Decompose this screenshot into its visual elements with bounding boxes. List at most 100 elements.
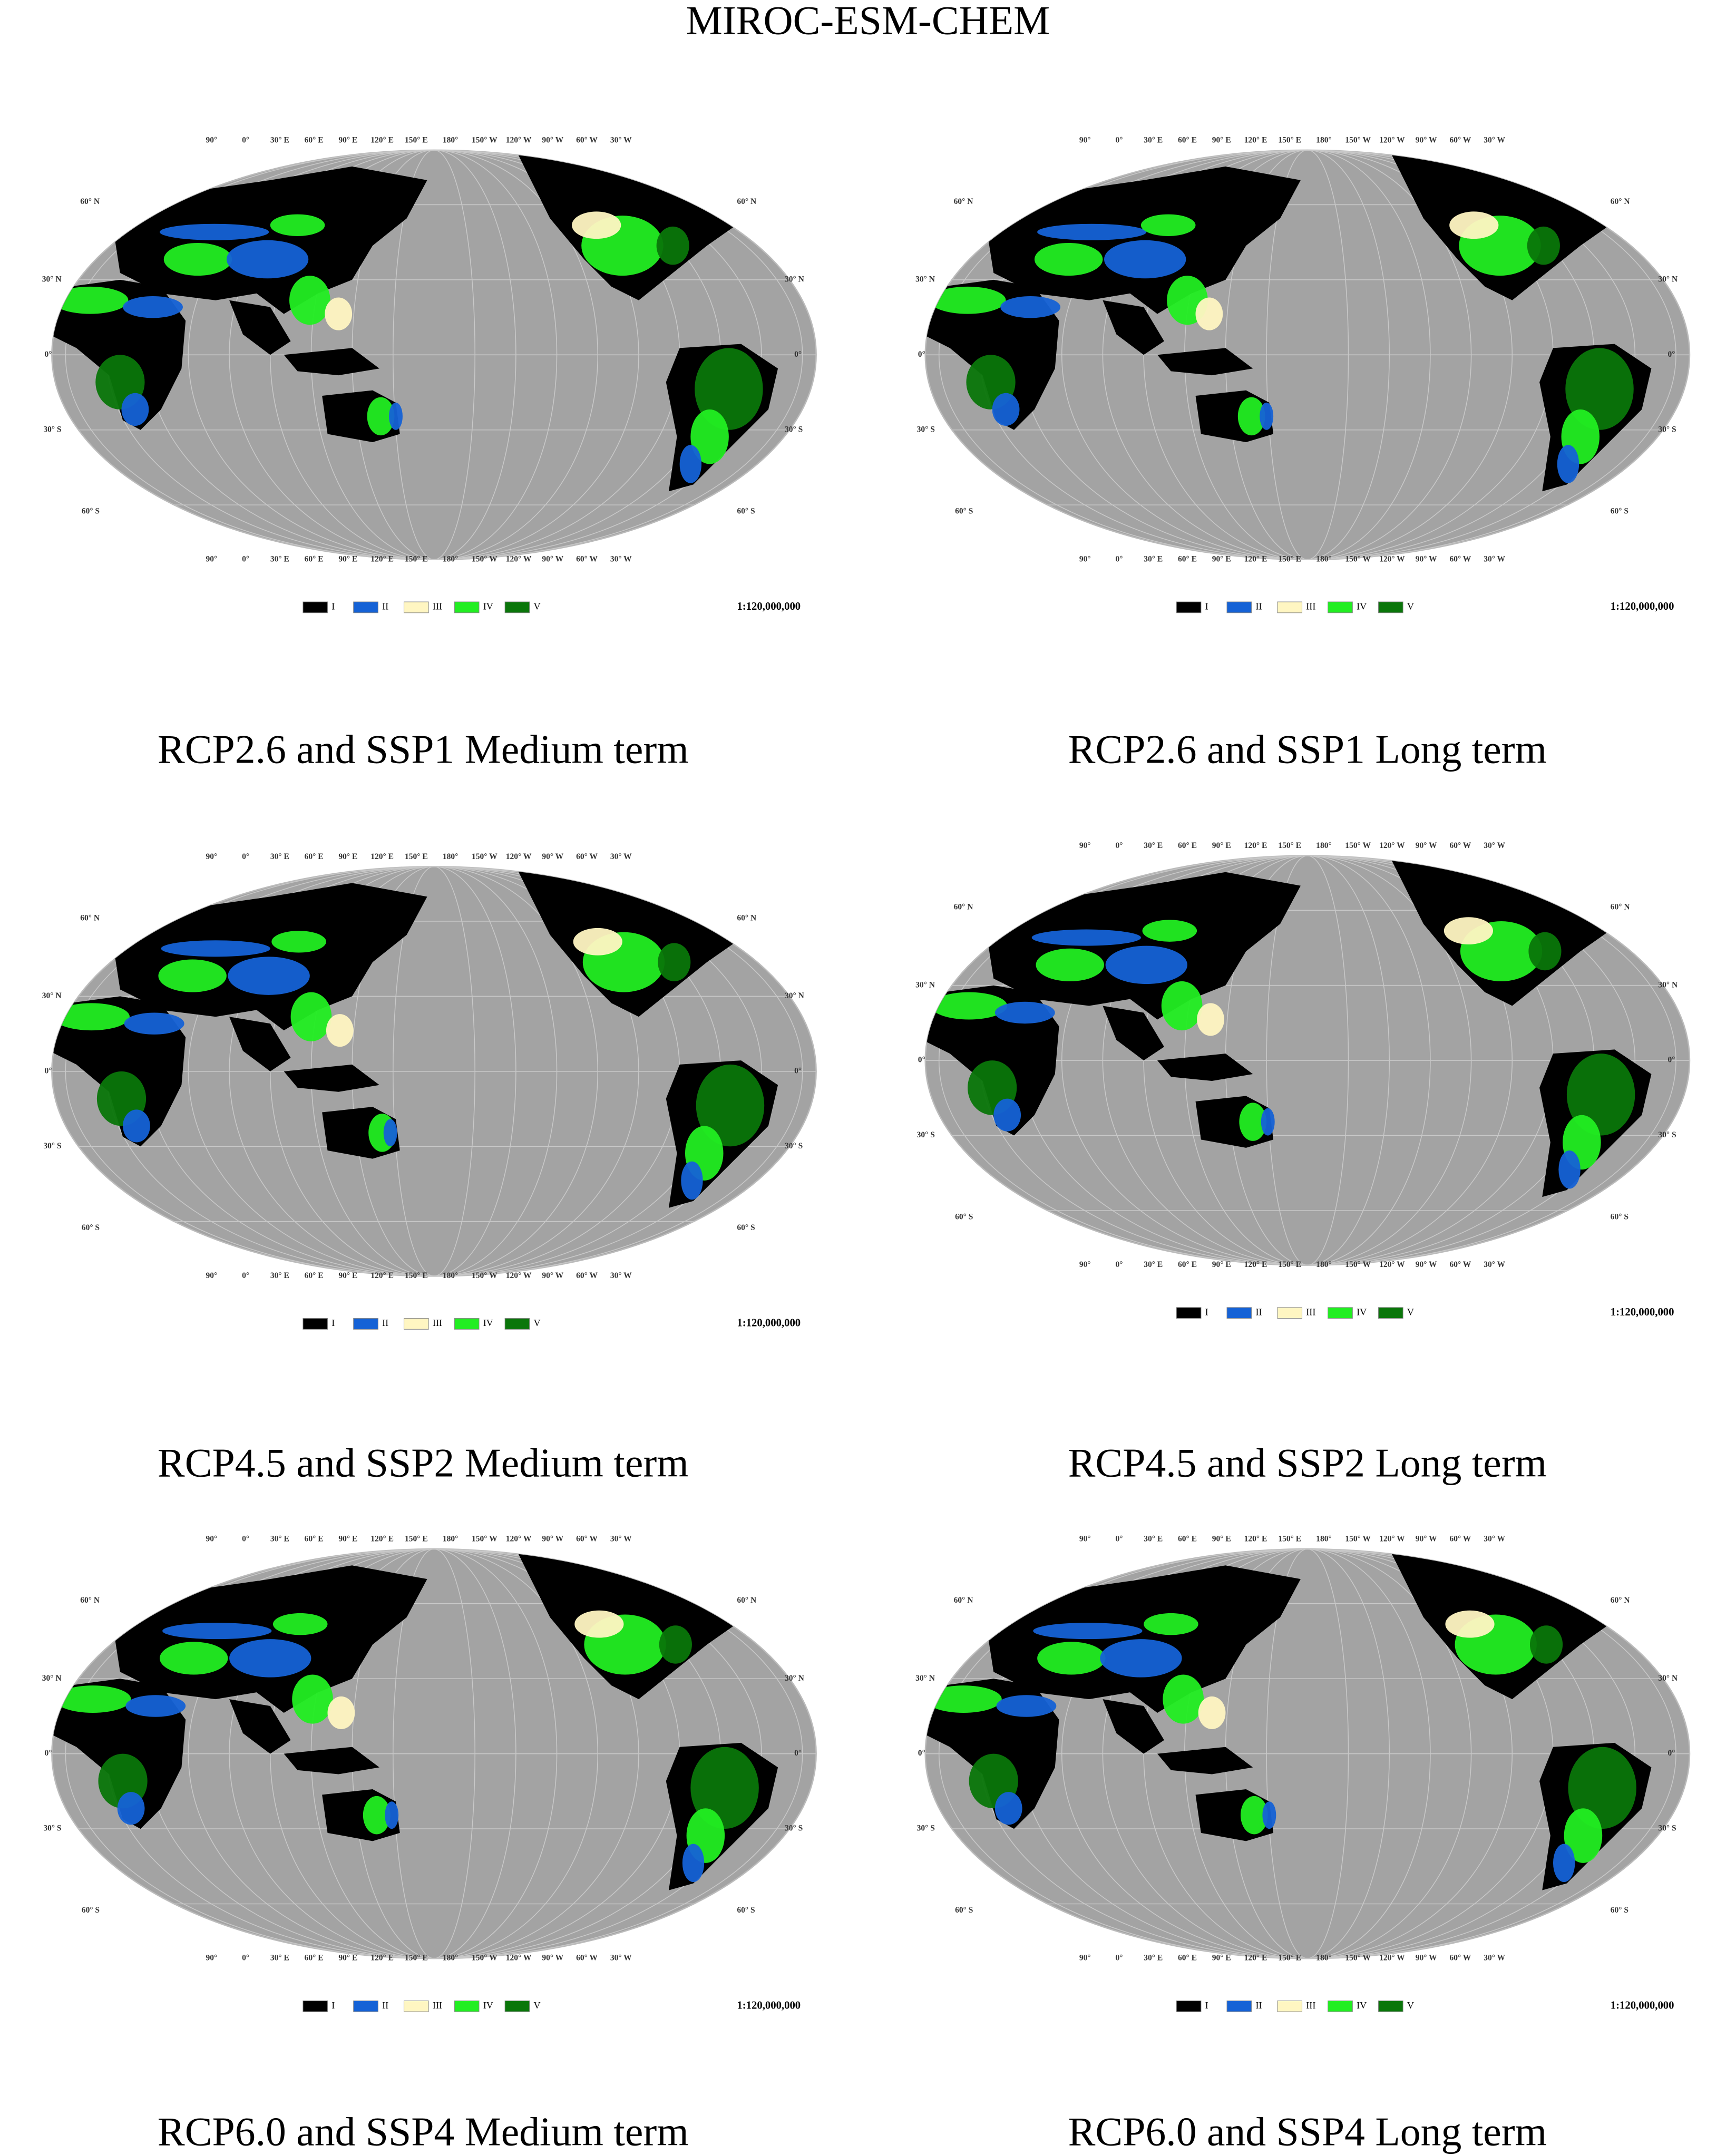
suitability-patch bbox=[1528, 932, 1562, 971]
legend-label: IV bbox=[483, 1318, 493, 1328]
longitude-label: 180° bbox=[1316, 135, 1331, 144]
longitude-label: 30° E bbox=[1144, 1954, 1163, 1963]
legend-swatch bbox=[454, 2000, 480, 2012]
legend-label: III bbox=[1306, 2000, 1315, 2011]
suitability-patch bbox=[117, 1792, 145, 1825]
land bbox=[1103, 1006, 1164, 1061]
longitude-label: 30° E bbox=[270, 554, 289, 563]
latitude-label: 0° bbox=[918, 350, 925, 359]
suitability-patch bbox=[158, 959, 227, 992]
legend-swatch bbox=[303, 601, 328, 613]
legend-swatch bbox=[404, 601, 429, 613]
suitability-patch bbox=[125, 1695, 186, 1717]
legend-label: II bbox=[382, 1318, 388, 1328]
suitability-patch bbox=[993, 1098, 1021, 1132]
suitability-patch bbox=[325, 297, 353, 330]
legend-swatch bbox=[454, 601, 480, 613]
suitability-patch bbox=[572, 211, 621, 239]
longitude-label: 180° bbox=[443, 852, 458, 861]
longitude-label: 150° W bbox=[472, 1271, 498, 1280]
latitude-label: 60° N bbox=[80, 913, 100, 922]
longitude-label: 0° bbox=[1116, 554, 1123, 563]
legend-swatch bbox=[1176, 601, 1202, 613]
land bbox=[1157, 1054, 1253, 1081]
legend-label: V bbox=[534, 601, 541, 612]
longitude-label: 60° E bbox=[305, 135, 324, 144]
longitude-label: 150° E bbox=[405, 135, 428, 144]
suitability-patch bbox=[52, 286, 129, 314]
legend-swatch bbox=[1176, 1307, 1202, 1319]
suitability-patch bbox=[228, 957, 310, 995]
longitude-label: 90° bbox=[1079, 1535, 1091, 1544]
panel-caption: RCP4.5 and SSP2 Long term bbox=[1068, 1440, 1547, 1486]
suitability-patch bbox=[162, 1623, 272, 1640]
longitude-label: 90° W bbox=[542, 1535, 563, 1544]
latitude-label: 0° bbox=[44, 1066, 52, 1075]
map-scale: 1:120,000,000 bbox=[1611, 2000, 1674, 2011]
suitability-patch bbox=[54, 1685, 131, 1713]
longitude-label: 90° E bbox=[1212, 1535, 1231, 1544]
suitability-patch bbox=[925, 1685, 1002, 1713]
legend-label: V bbox=[1407, 1306, 1414, 1317]
suitability-patch bbox=[226, 240, 309, 279]
longitude-label: 180° bbox=[443, 1271, 458, 1280]
legend-label: I bbox=[1205, 601, 1208, 612]
suitability-patch bbox=[659, 1625, 692, 1664]
suitability-patch bbox=[1161, 981, 1203, 1031]
longitude-label: 0° bbox=[1116, 1535, 1123, 1544]
legend-swatch bbox=[353, 1318, 378, 1330]
longitude-label: 90° E bbox=[1212, 135, 1231, 144]
suitability-patch bbox=[929, 286, 1006, 314]
legend-label: IV bbox=[1357, 601, 1367, 612]
suitability-patch bbox=[385, 1801, 399, 1829]
latitude-label: 30° N bbox=[915, 275, 935, 284]
figure-title: MIROC-ESM-CHEM bbox=[686, 0, 1050, 43]
legend-label: III bbox=[433, 1318, 442, 1328]
longitude-label: 90° bbox=[1079, 1954, 1091, 1963]
longitude-label: 60° E bbox=[305, 1271, 324, 1280]
longitude-label: 30° W bbox=[1484, 841, 1505, 850]
latitude-label: 30° S bbox=[785, 425, 803, 434]
suitability-patch bbox=[124, 1012, 184, 1035]
suitability-patch bbox=[1033, 1623, 1143, 1640]
land bbox=[1103, 1699, 1164, 1754]
longitude-label: 30° W bbox=[1484, 554, 1505, 563]
suitability-patch bbox=[367, 397, 395, 436]
map-scale: 1:120,000,000 bbox=[737, 1318, 801, 1329]
longitude-label: 60° W bbox=[576, 135, 598, 144]
latitude-label: 60° N bbox=[954, 903, 973, 912]
longitude-label: 120° E bbox=[370, 1954, 394, 1963]
longitude-label: 120° W bbox=[1379, 1260, 1405, 1269]
longitude-label: 60° W bbox=[1449, 1535, 1471, 1544]
latitude-label: 60° N bbox=[80, 1596, 100, 1605]
latitude-label: 0° bbox=[918, 1056, 925, 1065]
longitude-label: 150° E bbox=[1278, 135, 1301, 144]
longitude-label: 60° E bbox=[1178, 1954, 1197, 1963]
longitude-label: 30° E bbox=[270, 1271, 289, 1280]
longitude-label: 90° E bbox=[338, 1954, 357, 1963]
latitude-label: 60° S bbox=[737, 1906, 755, 1915]
legend-label: I bbox=[331, 601, 335, 612]
map-panel: 90° 90° 0° 0° 30° E 30° E 60° E 60° E 90° E 90° E… bbox=[915, 1535, 1691, 2012]
longitude-label: 150° W bbox=[1345, 1535, 1371, 1544]
suitability-patch bbox=[1240, 1796, 1268, 1835]
suitability-patch bbox=[1564, 1808, 1603, 1863]
latitude-label: 60° S bbox=[82, 1906, 100, 1915]
suitability-patch bbox=[123, 296, 183, 318]
longitude-label: 120° E bbox=[1244, 1954, 1267, 1963]
latitude-label: 30° N bbox=[1658, 1674, 1678, 1683]
legend-swatch bbox=[353, 601, 378, 613]
longitude-label: 180° bbox=[443, 554, 458, 563]
latitude-label: 60° S bbox=[737, 507, 755, 516]
longitude-label: 90° W bbox=[542, 1271, 563, 1280]
longitude-label: 60° E bbox=[305, 1954, 324, 1963]
longitude-label: 90° bbox=[1079, 554, 1091, 563]
legend-swatch bbox=[1176, 2000, 1202, 2012]
suitability-patch bbox=[1140, 214, 1196, 237]
suitability-patch bbox=[159, 223, 269, 240]
legend-label: I bbox=[1205, 1306, 1208, 1317]
latitude-label: 0° bbox=[1668, 1056, 1675, 1065]
longitude-label: 180° bbox=[443, 135, 458, 144]
land bbox=[987, 166, 1301, 314]
suitability-patch bbox=[1527, 226, 1560, 265]
